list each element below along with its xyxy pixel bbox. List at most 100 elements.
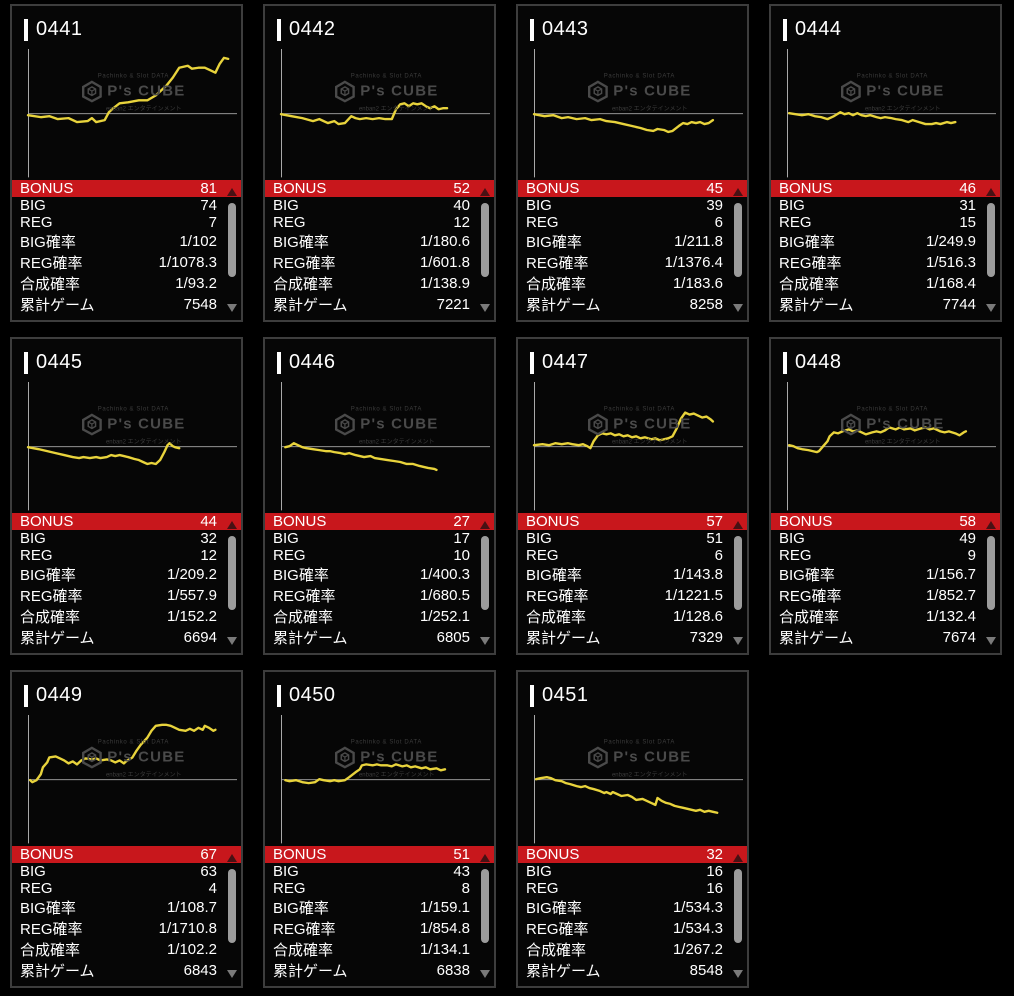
scrollbar-thumb[interactable]	[734, 869, 742, 943]
stat-label: BIG	[779, 530, 805, 547]
scrollbar-thumb[interactable]	[734, 536, 742, 610]
stats-table: BONUS 81 BIG 74 REG 7 BIG確率 1/102 REG確率 …	[12, 180, 241, 320]
scrollbar[interactable]	[225, 514, 239, 647]
scroll-down-icon[interactable]	[227, 637, 237, 645]
stat-value: 1/400.3	[419, 566, 470, 583]
scrollbar-thumb[interactable]	[481, 203, 489, 277]
stat-row-big: BIG 16	[518, 863, 747, 880]
scrollbar[interactable]	[225, 847, 239, 980]
stat-value: 1/168.4	[925, 275, 976, 292]
scroll-up-icon[interactable]	[227, 854, 237, 862]
scroll-up-icon[interactable]	[733, 521, 743, 529]
stat-value: 9	[967, 547, 976, 564]
machine-header: 0443	[518, 6, 747, 46]
scroll-down-icon[interactable]	[227, 970, 237, 978]
scroll-up-icon[interactable]	[986, 188, 996, 196]
scroll-down-icon[interactable]	[480, 970, 490, 978]
scroll-down-icon[interactable]	[733, 304, 743, 312]
stat-label: REG	[273, 214, 306, 231]
scroll-up-icon[interactable]	[480, 188, 490, 196]
machine-panel[interactable]: 0448 Pachinko & Slot DATA P's CUBE en	[769, 337, 1002, 655]
stat-value: 1/209.2	[166, 566, 217, 583]
scroll-down-icon[interactable]	[733, 970, 743, 978]
stat-value: 40	[453, 197, 470, 214]
scroll-up-icon[interactable]	[480, 521, 490, 529]
scroll-down-icon[interactable]	[480, 304, 490, 312]
slump-graph: Pachinko & Slot DATA P's CUBE enban2 エンタ…	[771, 379, 1000, 513]
stats-table: BONUS 45 BIG 39 REG 6 BIG確率 1/211.8 REG確…	[518, 180, 747, 320]
scrollbar[interactable]	[478, 514, 492, 647]
scroll-up-icon[interactable]	[986, 521, 996, 529]
stat-value: 39	[706, 197, 723, 214]
stat-row-bonus: BONUS 45	[518, 180, 747, 197]
stat-label: REG確率	[779, 588, 842, 605]
payout-line	[787, 425, 968, 453]
scrollbar-thumb[interactable]	[228, 536, 236, 610]
machine-panel[interactable]: 0443 Pachinko & Slot DATA P's CUBE en	[516, 4, 749, 322]
stat-value: 16	[706, 863, 723, 880]
machine-panel[interactable]: 0447 Pachinko & Slot DATA P's CUBE en	[516, 337, 749, 655]
stat-label: REG	[273, 880, 306, 897]
stat-label: 合成確率	[779, 609, 840, 626]
stat-label: REG確率	[526, 921, 589, 938]
scrollbar-thumb[interactable]	[987, 203, 995, 277]
machine-panel[interactable]: 0446 Pachinko & Slot DATA P's CUBE en	[263, 337, 496, 655]
slump-graph-canvas	[787, 48, 996, 178]
stat-value: 1/180.6	[419, 233, 470, 250]
stat-label: BIG確率	[526, 567, 582, 584]
scroll-up-icon[interactable]	[227, 188, 237, 196]
scrollbar[interactable]	[984, 181, 998, 314]
payout-line	[284, 762, 447, 784]
stat-row-reg: REG 10	[265, 547, 494, 564]
scrollbar[interactable]	[731, 847, 745, 980]
stat-value: 1/680.5	[419, 587, 470, 604]
scrollbar-thumb[interactable]	[481, 536, 489, 610]
scrollbar-thumb[interactable]	[987, 536, 995, 610]
scrollbar-thumb[interactable]	[228, 203, 236, 277]
slump-graph: Pachinko & Slot DATA P's CUBE enban2 エンタ…	[12, 46, 241, 180]
scrollbar[interactable]	[478, 181, 492, 314]
stat-row-combined-rate: 合成確率 1/183.6	[518, 273, 747, 294]
scroll-down-icon[interactable]	[733, 637, 743, 645]
scrollbar[interactable]	[225, 181, 239, 314]
stat-value: 6694	[183, 629, 217, 646]
machine-panel[interactable]: 0451 Pachinko & Slot DATA P's CUBE en	[516, 670, 749, 988]
stat-label: BONUS	[273, 180, 327, 197]
stat-value: 52	[453, 180, 470, 197]
stat-value: 1/1376.4	[664, 254, 723, 271]
machine-header: 0442	[265, 6, 494, 46]
machine-number: 0448	[795, 351, 842, 374]
scroll-down-icon[interactable]	[480, 637, 490, 645]
scroll-down-icon[interactable]	[986, 637, 996, 645]
scroll-down-icon[interactable]	[986, 304, 996, 312]
scroll-up-icon[interactable]	[480, 854, 490, 862]
scrollbar[interactable]	[984, 514, 998, 647]
scroll-up-icon[interactable]	[733, 854, 743, 862]
scroll-up-icon[interactable]	[733, 188, 743, 196]
scrollbar[interactable]	[731, 181, 745, 314]
stat-value: 12	[200, 547, 217, 564]
scrollbar-thumb[interactable]	[228, 869, 236, 943]
scroll-down-icon[interactable]	[227, 304, 237, 312]
machine-panel[interactable]: 0445 Pachinko & Slot DATA P's CUBE en	[10, 337, 243, 655]
payout-line	[787, 110, 957, 125]
stat-value: 7221	[436, 296, 470, 313]
stat-label: BONUS	[779, 180, 833, 197]
scrollbar[interactable]	[731, 514, 745, 647]
scrollbar[interactable]	[478, 847, 492, 980]
stat-label: REG	[526, 547, 559, 564]
machine-panel[interactable]: 0441 Pachinko & Slot DATA P's CUBE en	[10, 4, 243, 322]
stat-value: 1/601.8	[419, 254, 470, 271]
slump-graph: Pachinko & Slot DATA P's CUBE enban2 エンタ…	[265, 46, 494, 180]
machine-panel[interactable]: 0444 Pachinko & Slot DATA P's CUBE en	[769, 4, 1002, 322]
scroll-up-icon[interactable]	[227, 521, 237, 529]
machine-panel[interactable]: 0449 Pachinko & Slot DATA P's CUBE en	[10, 670, 243, 988]
stat-row-big-rate: BIG確率 1/102	[12, 231, 241, 252]
machine-panel[interactable]: 0450 Pachinko & Slot DATA P's CUBE en	[263, 670, 496, 988]
stat-label: REG	[779, 214, 812, 231]
stat-label: BIG	[273, 863, 299, 880]
machine-panel[interactable]: 0442 Pachinko & Slot DATA P's CUBE en	[263, 4, 496, 322]
scrollbar-thumb[interactable]	[734, 203, 742, 277]
scrollbar-thumb[interactable]	[481, 869, 489, 943]
